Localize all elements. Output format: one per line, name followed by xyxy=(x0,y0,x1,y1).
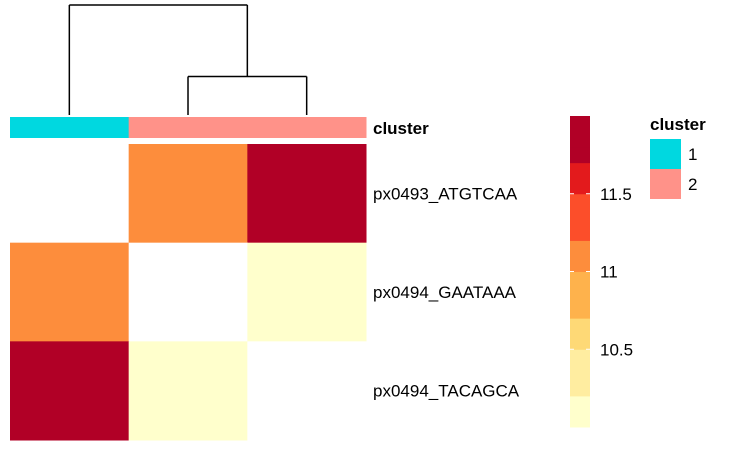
legend-label: 2 xyxy=(688,175,697,194)
colorbar-step xyxy=(570,271,590,288)
cluster-legend: 12 xyxy=(650,139,697,199)
colorbar-step xyxy=(570,333,590,350)
column-dendrogram xyxy=(68,4,308,115)
heatmap-cell xyxy=(247,242,367,342)
heatmap-cell xyxy=(128,341,248,441)
heatmap-cell xyxy=(10,341,130,441)
colorbar-step xyxy=(570,364,590,381)
colorbar-step xyxy=(570,116,590,133)
colorbar-step xyxy=(570,224,590,241)
heatmap-cell xyxy=(128,242,248,342)
colorbar-step xyxy=(570,349,590,366)
colorbar-step xyxy=(570,411,590,428)
colorbar-step xyxy=(570,162,590,179)
colorbar-tick-label: 10.5 xyxy=(600,340,633,359)
row-labels: px0493_ATGTCAA px0494_GAATAAA px0494_TACAG… xyxy=(373,184,520,400)
colorbar-step xyxy=(570,131,590,148)
row-label: px0493_ATGTCAA xyxy=(373,184,518,203)
cluster-annotation-bar xyxy=(10,117,367,138)
colorbar-step xyxy=(570,395,590,412)
legend-swatch xyxy=(650,139,681,169)
legend-title: cluster xyxy=(650,115,706,134)
colorbar-step xyxy=(570,240,590,257)
colorbar-step xyxy=(570,287,590,304)
colorbar-step xyxy=(570,318,590,335)
row-label: px0494_TACAGCA xyxy=(373,382,520,401)
annotation-cell xyxy=(128,117,248,138)
annotation-label: cluster xyxy=(373,119,429,138)
colorbar-step xyxy=(570,255,590,272)
colorbar-step xyxy=(570,193,590,210)
annotation-cell xyxy=(10,117,130,138)
heatmap-cell xyxy=(247,144,367,244)
heatmap-cells xyxy=(10,144,367,441)
colorbar-step xyxy=(570,147,590,164)
colorbar-step xyxy=(570,380,590,397)
heatmap-cell xyxy=(128,144,248,244)
row-label: px0494_GAATAAA xyxy=(373,283,517,302)
legend-label: 1 xyxy=(688,145,697,164)
colorbar-step xyxy=(570,178,590,195)
heatmap-cell xyxy=(10,144,130,244)
colorbar-step xyxy=(570,209,590,226)
annotation-cell xyxy=(247,117,367,138)
colorbar-tick-label: 11.5 xyxy=(600,185,632,204)
heatmap-cell xyxy=(10,242,130,342)
color-scale-legend: 10.5 11 11.5 xyxy=(570,116,633,428)
colorbar-step xyxy=(570,302,590,319)
colorbar-tick-label: 11 xyxy=(600,263,618,282)
legend-swatch xyxy=(650,169,681,199)
heatmap-cell xyxy=(247,341,367,441)
